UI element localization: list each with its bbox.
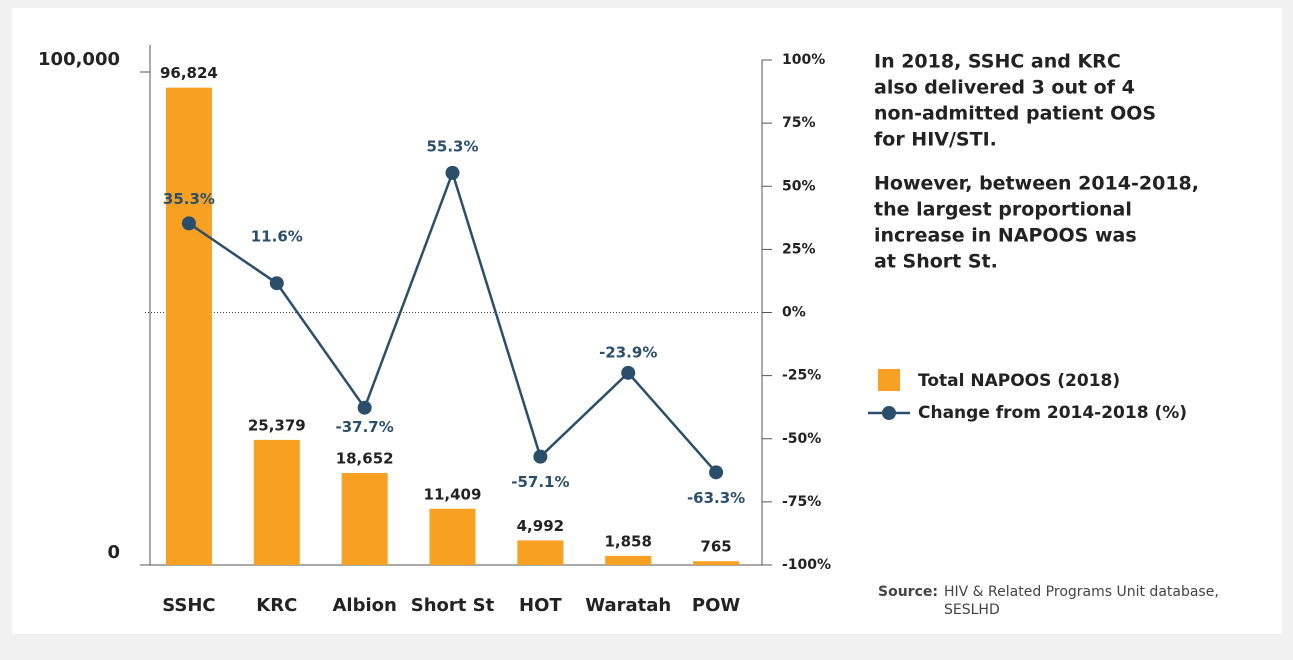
bar <box>605 555 652 565</box>
bar <box>693 561 740 565</box>
bar-value-label: 25,379 <box>248 416 306 434</box>
legend-swatch <box>878 369 900 391</box>
x-tick-label: POW <box>692 595 740 616</box>
line-value-label: -63.3% <box>687 489 745 507</box>
annotation: non-admitted patient OOS <box>874 103 1156 125</box>
y2-tick-label: -25% <box>782 368 821 384</box>
y2-tick-label: 100% <box>782 52 825 68</box>
x-tick-label: HOT <box>519 595 562 616</box>
line-value-label: -57.1% <box>511 473 569 491</box>
bar <box>165 87 212 565</box>
line-value-label: 35.3% <box>163 190 215 208</box>
line-point <box>621 365 636 380</box>
annotation: However, between 2014-2018, <box>874 173 1199 195</box>
line-value-label: -23.9% <box>599 343 657 361</box>
y2-tick-label: -50% <box>782 431 821 447</box>
source-label: Source: <box>878 584 938 600</box>
annotation: increase in NAPOOS was <box>874 225 1137 247</box>
y2-tick-label: 0% <box>782 305 806 321</box>
line-value-label: 11.6% <box>251 228 303 246</box>
y-tick-label: 0 <box>107 542 120 563</box>
annotation: also delivered 3 out of 4 <box>874 77 1135 99</box>
bar <box>429 508 476 565</box>
legend-label: Total NAPOOS (2018) <box>918 371 1120 391</box>
panel <box>12 8 1282 634</box>
y2-tick-label: 25% <box>782 241 816 257</box>
bar <box>517 540 564 565</box>
line-point <box>709 465 724 480</box>
legend-label: Change from 2014-2018 (%) <box>918 403 1187 423</box>
line-point <box>533 449 548 464</box>
bar-value-label: 765 <box>700 538 731 556</box>
x-tick-label: Waratah <box>585 595 671 616</box>
source-text: SESLHD <box>944 602 1000 618</box>
bar-value-label: 18,652 <box>336 450 394 468</box>
x-tick-label: Short St <box>411 595 495 616</box>
line-point <box>445 165 460 180</box>
x-tick-label: KRC <box>256 595 297 616</box>
y2-tick-label: -100% <box>782 557 831 573</box>
bar-value-label: 4,992 <box>517 517 564 535</box>
x-tick-label: SSHC <box>162 595 215 616</box>
bar-value-label: 96,824 <box>160 64 218 82</box>
annotation: for HIV/STI. <box>874 129 997 151</box>
line-point <box>269 276 284 291</box>
x-tick-label: Albion <box>332 595 396 616</box>
bar-value-label: 11,409 <box>424 485 482 503</box>
annotation: In 2018, SSHC and KRC <box>874 51 1121 73</box>
source-text: HIV & Related Programs Unit database, <box>944 584 1219 600</box>
annotation: the largest proportional <box>874 199 1132 221</box>
line-value-label: 55.3% <box>426 137 478 155</box>
bar-value-label: 1,858 <box>604 532 651 550</box>
line-point <box>357 400 372 415</box>
line-value-label: -37.7% <box>336 418 394 436</box>
bar <box>253 439 300 565</box>
y2-tick-label: -75% <box>782 494 821 510</box>
bar <box>341 473 388 565</box>
y-tick-label: 100,000 <box>38 49 120 70</box>
y2-tick-label: 50% <box>782 178 816 194</box>
line-point <box>181 216 196 231</box>
legend-marker <box>882 406 896 420</box>
y2-tick-label: 75% <box>782 115 816 131</box>
annotation: at Short St. <box>874 251 998 273</box>
